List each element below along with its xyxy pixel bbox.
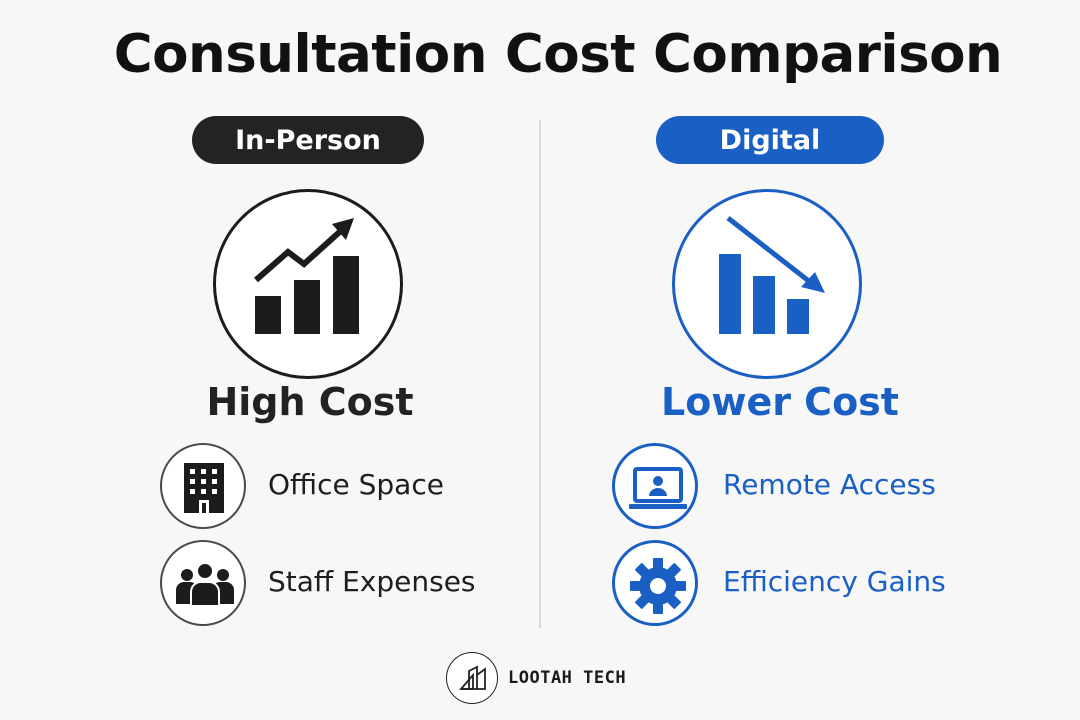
office-space-label: Office Space (268, 468, 444, 501)
in-person-pill: In-Person (192, 116, 424, 164)
brand-name: LOOTAH TECH (508, 668, 627, 688)
gear-icon (612, 540, 698, 626)
office-building-icon (160, 443, 246, 529)
efficiency-gains-label: Efficiency Gains (723, 565, 946, 598)
falling-bar-chart-icon (672, 189, 862, 379)
page-title: Consultation Cost Comparison (113, 24, 1003, 85)
center-divider (539, 120, 541, 628)
staff-expenses-label: Staff Expenses (268, 565, 476, 598)
rising-bar-chart-icon (213, 189, 403, 379)
lootah-logo-icon (446, 652, 498, 704)
people-group-icon (160, 540, 246, 626)
in-person-heading: High Cost (206, 380, 414, 424)
digital-pill: Digital (656, 116, 884, 164)
laptop-user-icon (612, 443, 698, 529)
digital-heading: Lower Cost (661, 380, 899, 424)
remote-access-label: Remote Access (723, 468, 936, 501)
brand-logo: LOOTAH TECH (446, 652, 626, 704)
